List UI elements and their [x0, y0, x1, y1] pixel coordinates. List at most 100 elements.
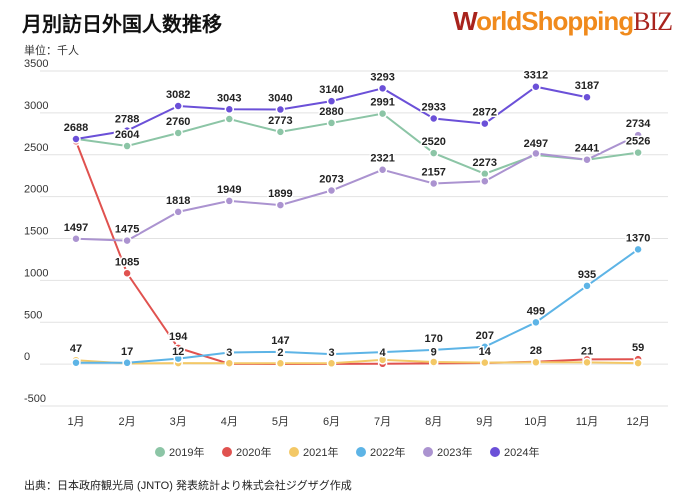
data-label: 59 — [632, 342, 644, 354]
data-point — [224, 196, 235, 206]
data-point — [531, 81, 541, 92]
data-point — [480, 342, 490, 352]
series-2023年 — [71, 130, 643, 246]
legend-marker — [423, 447, 433, 457]
data-point — [377, 347, 388, 357]
data-label: 1497 — [64, 222, 88, 234]
x-tick-label: 8月 — [425, 416, 442, 428]
data-point — [480, 176, 490, 186]
x-tick-label: 10月 — [524, 416, 547, 428]
legend-item[interactable]: 2019年 — [155, 445, 204, 459]
data-label: 2734 — [626, 118, 651, 130]
y-tick-label: 3000 — [24, 100, 48, 112]
data-label: 1475 — [115, 224, 139, 236]
y-tick-label: -500 — [24, 393, 46, 405]
data-label: 499 — [527, 305, 545, 317]
data-point — [633, 147, 643, 158]
data-point — [377, 164, 388, 175]
data-point — [633, 358, 643, 368]
data-point — [122, 235, 132, 246]
data-label: 147 — [271, 335, 289, 347]
x-tick-label: 12月 — [626, 416, 649, 428]
y-tick-label: 1500 — [24, 226, 48, 238]
data-point — [326, 96, 337, 106]
data-point — [173, 343, 183, 353]
x-tick-label: 6月 — [323, 416, 340, 428]
series-2019年 — [71, 108, 643, 179]
data-point — [71, 234, 81, 244]
series-2024年 — [71, 81, 592, 144]
x-tick-label: 3月 — [170, 416, 187, 428]
data-label: 194 — [169, 331, 188, 343]
y-tick-label: 2500 — [24, 142, 48, 154]
data-label: 2688 — [64, 122, 88, 134]
data-point — [173, 101, 183, 111]
x-tick-label: 2月 — [119, 416, 136, 428]
data-label: 14 — [479, 346, 492, 358]
data-point — [275, 347, 286, 357]
x-tick-label: 9月 — [476, 416, 493, 428]
data-label: 2933 — [421, 101, 445, 113]
series-line — [75, 140, 639, 365]
data-label: 21 — [581, 345, 593, 357]
data-label: 3293 — [370, 71, 394, 83]
data-label: 1949 — [217, 184, 241, 196]
series-2020年 — [71, 136, 643, 369]
legend-item[interactable]: 2024年 — [490, 445, 539, 459]
series-line — [75, 112, 639, 175]
data-label: 3187 — [575, 80, 599, 92]
data-label: 3140 — [319, 84, 343, 96]
legend-item[interactable]: 2023年 — [423, 445, 472, 459]
data-label: 2520 — [421, 136, 445, 148]
x-tick-label: 4月 — [221, 416, 238, 428]
legend-item[interactable]: 2021年 — [289, 445, 338, 459]
data-label: 2788 — [115, 114, 139, 126]
data-point — [326, 185, 337, 196]
data-point — [428, 178, 439, 189]
data-label: 3043 — [217, 92, 241, 104]
data-label: 3 — [226, 347, 232, 359]
data-label: 2991 — [370, 97, 394, 109]
y-tick-label: 1000 — [24, 267, 48, 279]
x-tick-label: 5月 — [272, 416, 289, 428]
data-point — [71, 357, 81, 368]
x-tick-label: 1月 — [67, 416, 84, 428]
data-label: 1370 — [626, 232, 650, 244]
data-point — [122, 125, 132, 136]
data-label: 1899 — [268, 188, 292, 200]
legend-label: 2020年 — [236, 445, 271, 459]
data-label: 2872 — [473, 107, 497, 119]
data-point — [326, 118, 337, 128]
series-line — [75, 134, 639, 242]
data-point — [582, 92, 592, 102]
data-point — [428, 148, 439, 158]
data-point — [122, 141, 132, 151]
data-label: 2441 — [575, 143, 599, 155]
y-tick-label: 500 — [24, 309, 42, 321]
data-label: 47 — [70, 343, 82, 355]
data-label: 2321 — [370, 153, 394, 165]
data-label: 2157 — [421, 166, 445, 178]
unit-label: 単位：千人 — [24, 45, 79, 57]
data-point — [377, 83, 388, 94]
legend-label: 2023年 — [437, 445, 472, 459]
data-point — [480, 118, 490, 129]
data-point — [428, 357, 439, 367]
legend-label: 2021年 — [303, 445, 338, 459]
data-label: 2773 — [268, 115, 292, 127]
legend-marker — [490, 447, 500, 457]
legend-item[interactable]: 2020年 — [222, 445, 271, 459]
data-point — [224, 104, 235, 115]
legend-item[interactable]: 2022年 — [356, 445, 405, 459]
data-point — [71, 134, 81, 144]
data-point — [326, 349, 337, 359]
data-point — [377, 108, 388, 119]
y-tick-label: 2000 — [24, 184, 48, 196]
source-footer: 出典：日本政府観光局 (JNTO) 発表統計より株式会社ジグザグ作成 — [24, 480, 352, 492]
series-line — [75, 248, 639, 364]
data-label: 3 — [328, 347, 334, 359]
data-point — [122, 268, 132, 279]
y-tick-label: 0 — [24, 351, 30, 363]
legend-label: 2024年 — [504, 445, 539, 459]
